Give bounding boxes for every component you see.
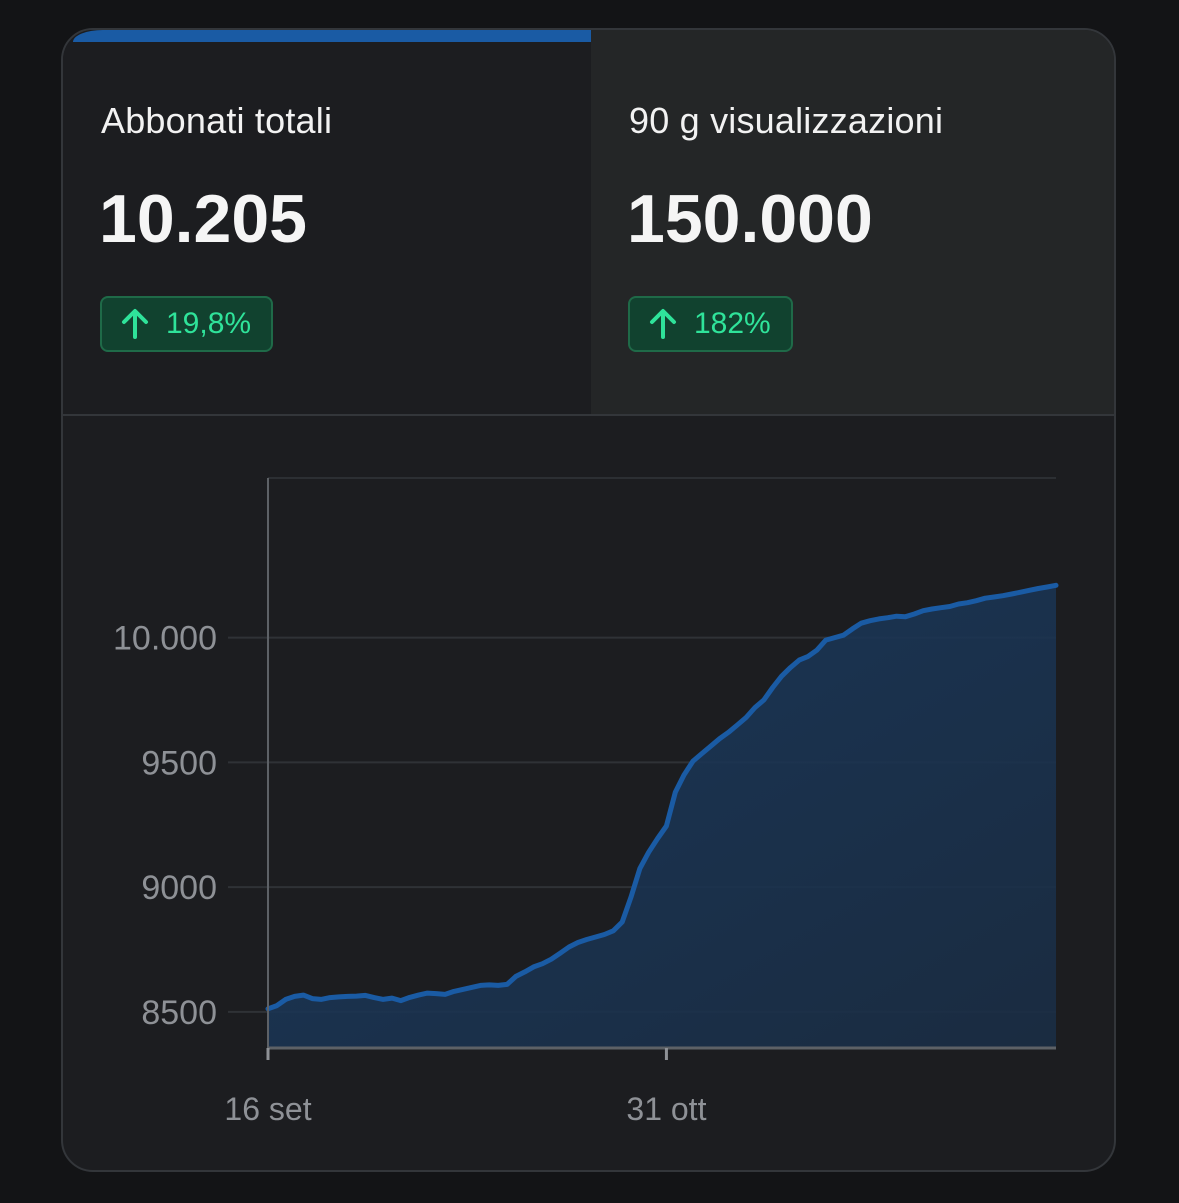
subscribers-analytics-card: Abbonati totali 10.205 19,8% 90 g visual… xyxy=(61,28,1116,1172)
x-tick-label: 16 set xyxy=(224,1091,311,1127)
y-tick-label: 9500 xyxy=(141,744,217,782)
change-badge: 19,8% xyxy=(100,296,274,352)
change-badge: 182% xyxy=(628,296,793,352)
change-value: 182% xyxy=(694,307,771,340)
metric-tabs: Abbonati totali 10.205 19,8% 90 g visual… xyxy=(63,30,1114,416)
metric-label: Abbonati totali xyxy=(101,100,333,141)
series-line xyxy=(265,582,1059,1012)
y-tick-label: 9000 xyxy=(141,869,217,907)
metric-label: 90 g visualizzazioni xyxy=(629,100,944,141)
series-area xyxy=(268,585,1056,1048)
change-value: 19,8% xyxy=(166,307,252,340)
active-tab-indicator xyxy=(73,30,591,42)
subscribers-area-chart: 8500 9000 9500 10.000 16 set 31 ott xyxy=(113,477,1059,1127)
y-tick-label: 8500 xyxy=(141,994,217,1032)
tab-total-subscribers[interactable]: Abbonati totali 10.205 19,8% xyxy=(63,30,591,414)
x-tick-label: 31 ott xyxy=(626,1091,706,1127)
arrow-up-icon xyxy=(122,309,148,339)
metric-value: 150.000 xyxy=(627,181,873,257)
subscribers-chart: 8500 9000 9500 10.000 16 set 31 ott xyxy=(63,416,1114,1170)
y-tick-label: 10.000 xyxy=(113,620,217,658)
metric-value: 10.205 xyxy=(99,181,307,257)
tab-90-day-views[interactable]: 90 g visualizzazioni 150.000 182% xyxy=(591,30,1114,414)
arrow-up-icon xyxy=(650,309,676,339)
